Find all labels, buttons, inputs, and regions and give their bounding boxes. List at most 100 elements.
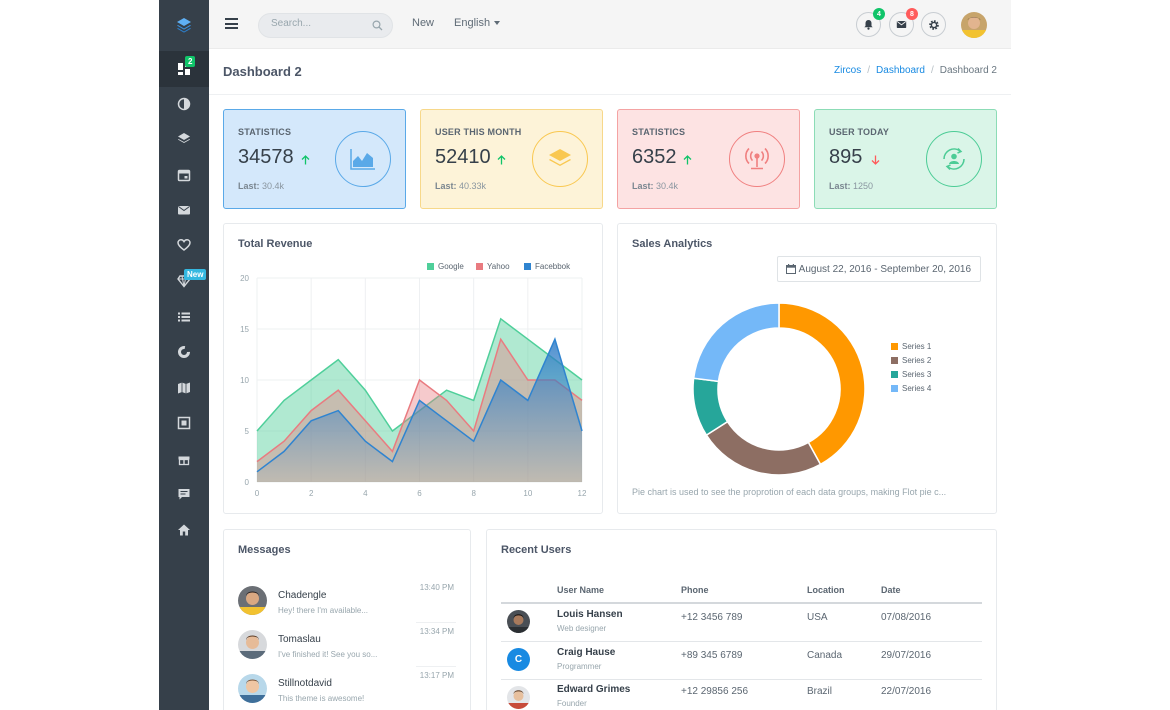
user-location: Brazil	[807, 686, 833, 697]
user-name[interactable]: Louis Hansen	[557, 609, 623, 620]
message-sender: Stillnotdavid	[278, 678, 332, 689]
layers-icon	[549, 149, 571, 166]
avatar	[238, 630, 267, 659]
new-link[interactable]: New	[412, 17, 435, 29]
messages-count-badge: 8	[906, 8, 918, 20]
breadcrumb-link-dashboard[interactable]: Dashboard	[876, 65, 925, 76]
breadcrumb-separator: /	[930, 65, 934, 76]
sidebar-item-tables[interactable]	[159, 299, 209, 335]
sidebar-item-extras[interactable]	[159, 441, 209, 477]
notifications-button[interactable]: 4	[856, 8, 885, 37]
message-item[interactable]: Chadengle Hey! there I'm available... 13…	[238, 576, 454, 620]
legend-facebbok[interactable]: Facebbok	[524, 262, 570, 271]
breadcrumb-link-zircos[interactable]: Zircos	[834, 65, 862, 76]
message-time: 13:40 PM	[419, 583, 454, 592]
home-icon	[178, 524, 190, 536]
sidebar-item-calendar[interactable]	[159, 157, 209, 193]
stat-icon-ring	[926, 131, 982, 187]
table-row-divider	[501, 641, 982, 642]
page-title: Dashboard 2	[223, 64, 302, 79]
legend-google[interactable]: Google	[427, 262, 464, 271]
sidebar-item-maps[interactable]	[159, 370, 209, 406]
sidebar-item-dashboard[interactable]: 2	[159, 51, 209, 87]
x-tick-label: 12	[578, 489, 587, 498]
sidebar-item-chat[interactable]	[159, 476, 209, 512]
search-box	[258, 13, 393, 38]
search-input[interactable]	[271, 18, 366, 29]
messages-panel: Messages Chadengle Hey! there I'm availa…	[223, 529, 471, 710]
contrast-icon	[177, 97, 191, 111]
stat-label: Statistics	[238, 127, 292, 137]
search-icon[interactable]	[372, 20, 383, 31]
stat-last: Last: 1250	[829, 181, 873, 191]
column-header-date[interactable]: Date	[881, 585, 901, 595]
user-name[interactable]: Craig Hause	[557, 647, 616, 658]
messages-button[interactable]: 8	[889, 8, 918, 37]
table-header-divider	[501, 602, 982, 604]
avatar	[507, 686, 530, 709]
settings-button[interactable]	[921, 12, 946, 37]
sidebar-item-email[interactable]	[159, 192, 209, 228]
table-row-divider	[501, 679, 982, 680]
legend-label: Facebbok	[535, 262, 571, 271]
message-preview: This theme is awesome!	[278, 694, 365, 703]
user-avatar[interactable]	[961, 12, 987, 38]
avatar-image	[238, 630, 267, 659]
stat-icon-ring	[729, 131, 785, 187]
user-location: Canada	[807, 650, 843, 661]
column-header-user-name[interactable]: User Name	[557, 585, 605, 595]
message-item[interactable]: Tomaslau I've finished it! See you so...…	[238, 620, 454, 664]
legend-swatch	[891, 385, 898, 392]
message-item[interactable]: Stillnotdavid This theme is awesome! 13:…	[238, 664, 454, 708]
layers-icon	[178, 133, 190, 143]
broadcast-icon	[745, 147, 769, 170]
user-role: Founder	[557, 699, 587, 708]
breadcrumb-current: Dashboard 2	[939, 65, 997, 76]
y-tick-label: 10	[240, 376, 249, 385]
user-phone: +12 3456 789	[681, 612, 743, 623]
sidebar-item-charts[interactable]	[159, 334, 209, 370]
x-tick-label: 8	[471, 489, 476, 498]
menu-toggle-icon[interactable]	[225, 18, 238, 29]
sidebar-item-landing[interactable]	[159, 512, 209, 548]
stat-label: Statistics	[632, 127, 686, 137]
stat-last: Last: 30.4k	[632, 181, 678, 191]
column-header-phone[interactable]: Phone	[681, 585, 709, 595]
sales-pie-chart	[692, 302, 866, 476]
stat-value: 895	[829, 146, 863, 168]
user-date: 07/08/2016	[881, 612, 932, 623]
legend-series-1[interactable]: Series 1	[891, 342, 931, 351]
sidebar-item-favorites[interactable]	[159, 227, 209, 263]
user-name[interactable]: Edward Grimes	[557, 684, 631, 695]
logo-layers-icon	[177, 17, 191, 33]
sidebar-item-pricing[interactable]: New	[159, 263, 209, 299]
app-logo[interactable]	[159, 0, 209, 49]
pie-chart-note: Pie chart is used to see the proprotion …	[632, 487, 947, 497]
stat-last-value: 30.4k	[656, 181, 679, 191]
arrow-up-icon	[497, 155, 506, 165]
stat-card-statistics-2: Statistics 6352 Last: 30.4k	[617, 109, 800, 209]
pie-slice-series-2[interactable]	[705, 420, 822, 476]
line-facebbok	[256, 337, 583, 473]
message-time: 13:17 PM	[419, 671, 454, 680]
sales-title: Sales Analytics	[632, 238, 713, 250]
language-dropdown[interactable]: English	[454, 17, 501, 29]
pie-slice-series-1[interactable]	[778, 302, 866, 466]
user-avatar-image	[961, 12, 987, 38]
user-refresh-icon	[943, 147, 965, 171]
legend-series-4[interactable]: Series 4	[891, 384, 931, 393]
legend-swatch	[891, 357, 898, 364]
legend-yahoo[interactable]: Yahoo	[476, 262, 510, 271]
calendar-icon	[785, 264, 796, 274]
stat-value: 6352	[632, 146, 677, 168]
legend-swatch	[891, 343, 898, 350]
pie-slice-series-4[interactable]	[692, 302, 780, 383]
sidebar-item-ui-elements[interactable]	[159, 86, 209, 122]
legend-series-2[interactable]: Series 2	[891, 356, 931, 365]
sidebar-item-layouts[interactable]	[159, 121, 209, 157]
date-range-picker[interactable]: August 22, 2016 - September 20, 2016	[776, 256, 981, 282]
legend-series-3[interactable]: Series 3	[891, 370, 931, 379]
sidebar-item-pages[interactable]	[159, 405, 209, 441]
y-tick-label: 5	[245, 427, 250, 436]
column-header-location[interactable]: Location	[807, 585, 845, 595]
